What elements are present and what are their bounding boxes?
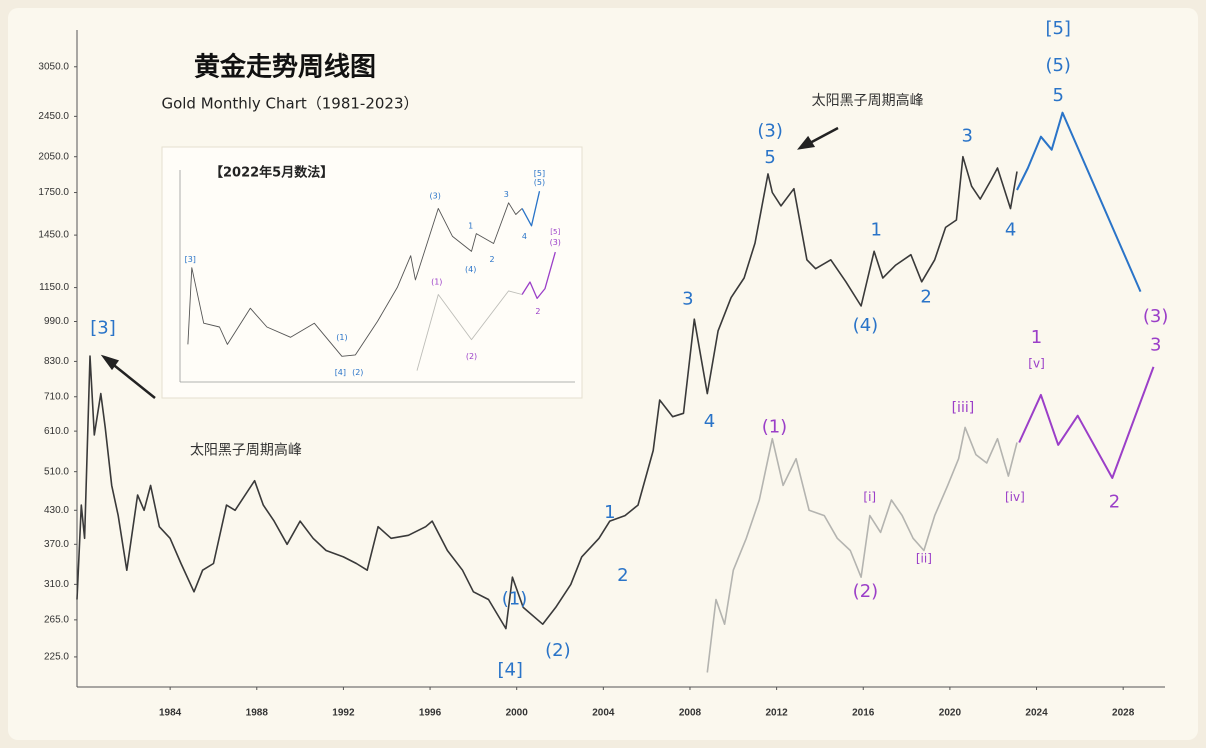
wave-label: [iv] [1005,490,1025,504]
x-tick-label: 1996 [419,708,442,719]
series-line [521,251,556,300]
wave-label: [4] [497,659,523,680]
wave-label: 4 [1005,219,1016,240]
wave-label: (2) [853,581,879,602]
wave-label: (1) [336,333,347,342]
wave-label: 1 [468,221,473,230]
y-tick-label: 510.0 [44,466,69,477]
wave-label: (1) [762,416,788,437]
series-line [187,202,523,357]
wave-label: (4) [465,265,476,274]
wave-label: 3 [504,190,509,199]
wave-label: 2 [1109,492,1120,513]
y-tick-label: 1150.0 [39,282,69,293]
wave-label: (1) [431,277,442,286]
series-line [1016,111,1142,292]
wave-label: [iii] [952,400,975,416]
x-tick-label: 1988 [246,708,269,719]
wave-label: (3) [550,238,561,247]
wave-label: [v] [1028,357,1044,371]
x-tick-label: 2012 [765,708,788,719]
chart-subtitle: Gold Monthly Chart（1981-2023） [161,95,418,113]
y-tick-label: 2050.0 [38,151,69,162]
y-tick-label: 990.0 [44,316,69,327]
wave-label: [5] [1045,18,1071,39]
wave-label: (3) [757,121,783,142]
x-tick-label: 2024 [1025,708,1048,719]
wave-label: 3 [961,126,972,147]
wave-label: (2) [545,640,571,661]
wave-label: (2) [352,368,363,377]
wave-label: [3] [90,317,116,338]
wave-label: 2 [617,565,628,586]
inset-plot: [3][4](1)(2)(3)1(4)234[5](5)(1)(2)2[5](3… [185,169,561,377]
arrow-head [100,354,120,371]
wave-label: (5) [534,178,545,187]
y-tick-label: 265.0 [44,615,69,626]
x-tick-label: 2016 [852,708,875,719]
y-tick-label: 3050.0 [38,61,69,72]
y-tick-label: 370.0 [44,539,69,550]
y-tick-label: 225.0 [44,652,69,663]
arrow-head [797,135,816,150]
wave-label: (3) [1143,306,1169,327]
wave-label: [5] [534,169,545,178]
y-tick-label: 1750.0 [38,187,69,198]
x-tick-label: 2004 [592,708,615,719]
wave-label: 5 [764,147,775,168]
y-tick-label: 710.0 [44,391,69,402]
wave-label: 1 [604,502,615,523]
series-line [416,290,523,371]
arrow [807,126,839,146]
wave-label: [5] [550,228,560,236]
wave-label: 2 [920,287,931,308]
x-tick-label: 2020 [939,708,962,719]
y-tick-label: 1450.0 [38,230,69,241]
wave-label: 4 [704,411,715,432]
y-tick-label: 310.0 [44,579,69,590]
wave-label: 2 [490,255,495,264]
y-tick-label: 430.0 [44,505,69,516]
wave-label: [4] [335,368,346,377]
wave-label: 1 [871,219,882,240]
series-line [521,191,541,227]
inset-panel [161,146,583,399]
wave-label: 太阳黑子周期高峰 [812,92,924,109]
x-tick-label: 2028 [1112,708,1135,719]
chart-title: 黄金走势周线图 [194,52,376,83]
wave-label: 1 [1031,327,1042,348]
wave-label: [ii] [916,551,932,565]
series-line [706,426,1018,673]
wave-label: 3 [1150,335,1161,356]
x-tick-label: 2000 [506,708,529,719]
wave-label: [i] [863,490,876,504]
wave-label: 太阳黑子周期高峰 [190,441,302,458]
series-line [1018,366,1155,479]
y-tick-label: 610.0 [44,426,69,437]
x-tick-label: 2008 [679,708,702,719]
wave-label: 4 [522,232,527,241]
x-tick-label: 1992 [332,708,355,719]
wave-label: [3] [185,255,196,264]
wave-label: 2 [535,307,540,316]
inset-title: 【2022年5月数法】 [210,165,333,181]
arrow [109,361,156,399]
wave-label: (4) [853,315,879,336]
x-tick-label: 1984 [159,708,182,719]
wave-label: (3) [429,191,440,200]
wave-label: (2) [466,352,477,361]
wave-label: (1) [502,588,528,609]
wave-label: 3 [682,289,693,310]
arrows [100,126,839,399]
y-tick-label: 830.0 [44,356,69,367]
y-tick-label: 2450.0 [38,111,69,122]
wave-label: 5 [1052,85,1063,106]
wave-label: (5) [1045,55,1071,76]
main-plot: 225.0 265.0 310.0 370.0 430.0 510.0 610.0 710.0… [38,18,1168,718]
series-line [76,155,1018,630]
